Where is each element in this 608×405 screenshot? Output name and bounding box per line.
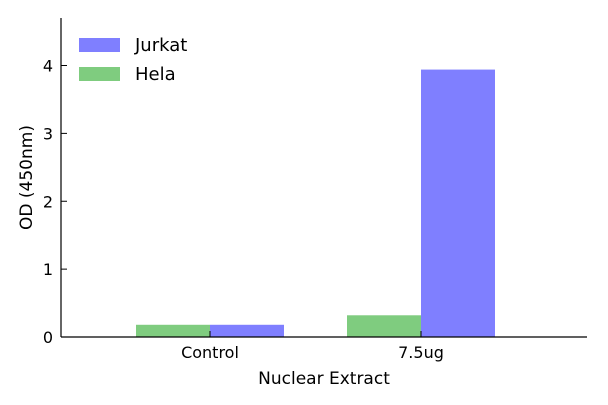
y-tick-label: 1 bbox=[43, 260, 53, 279]
y-tick-label: 4 bbox=[43, 57, 53, 76]
y-axis-title: OD (450nm) bbox=[17, 125, 37, 230]
y-tick-label: 2 bbox=[43, 192, 53, 211]
bar-hela-7-5ug bbox=[347, 315, 421, 337]
bar-hela-control bbox=[136, 324, 210, 337]
legend-label-hela: Hela bbox=[135, 64, 176, 85]
y-tick-label: 0 bbox=[43, 328, 53, 347]
bar-jurkat-control bbox=[210, 324, 284, 337]
legend-label-jurkat: Jurkat bbox=[134, 35, 187, 56]
legend-swatch-jurkat bbox=[79, 38, 120, 52]
axes-layer: 0 1 2 3 4 Control 7.5ug bbox=[43, 18, 587, 362]
x-axis-title: Nuclear Extract bbox=[258, 369, 390, 389]
x-tick-label: 7.5ug bbox=[398, 343, 444, 362]
bars-layer bbox=[136, 69, 495, 337]
bar-jurkat-7-5ug bbox=[421, 69, 495, 337]
y-tick-label: 3 bbox=[43, 124, 53, 143]
x-tick-label: Control bbox=[181, 343, 239, 362]
legend-swatch-hela bbox=[79, 67, 120, 81]
legend: Jurkat Hela bbox=[79, 35, 187, 85]
